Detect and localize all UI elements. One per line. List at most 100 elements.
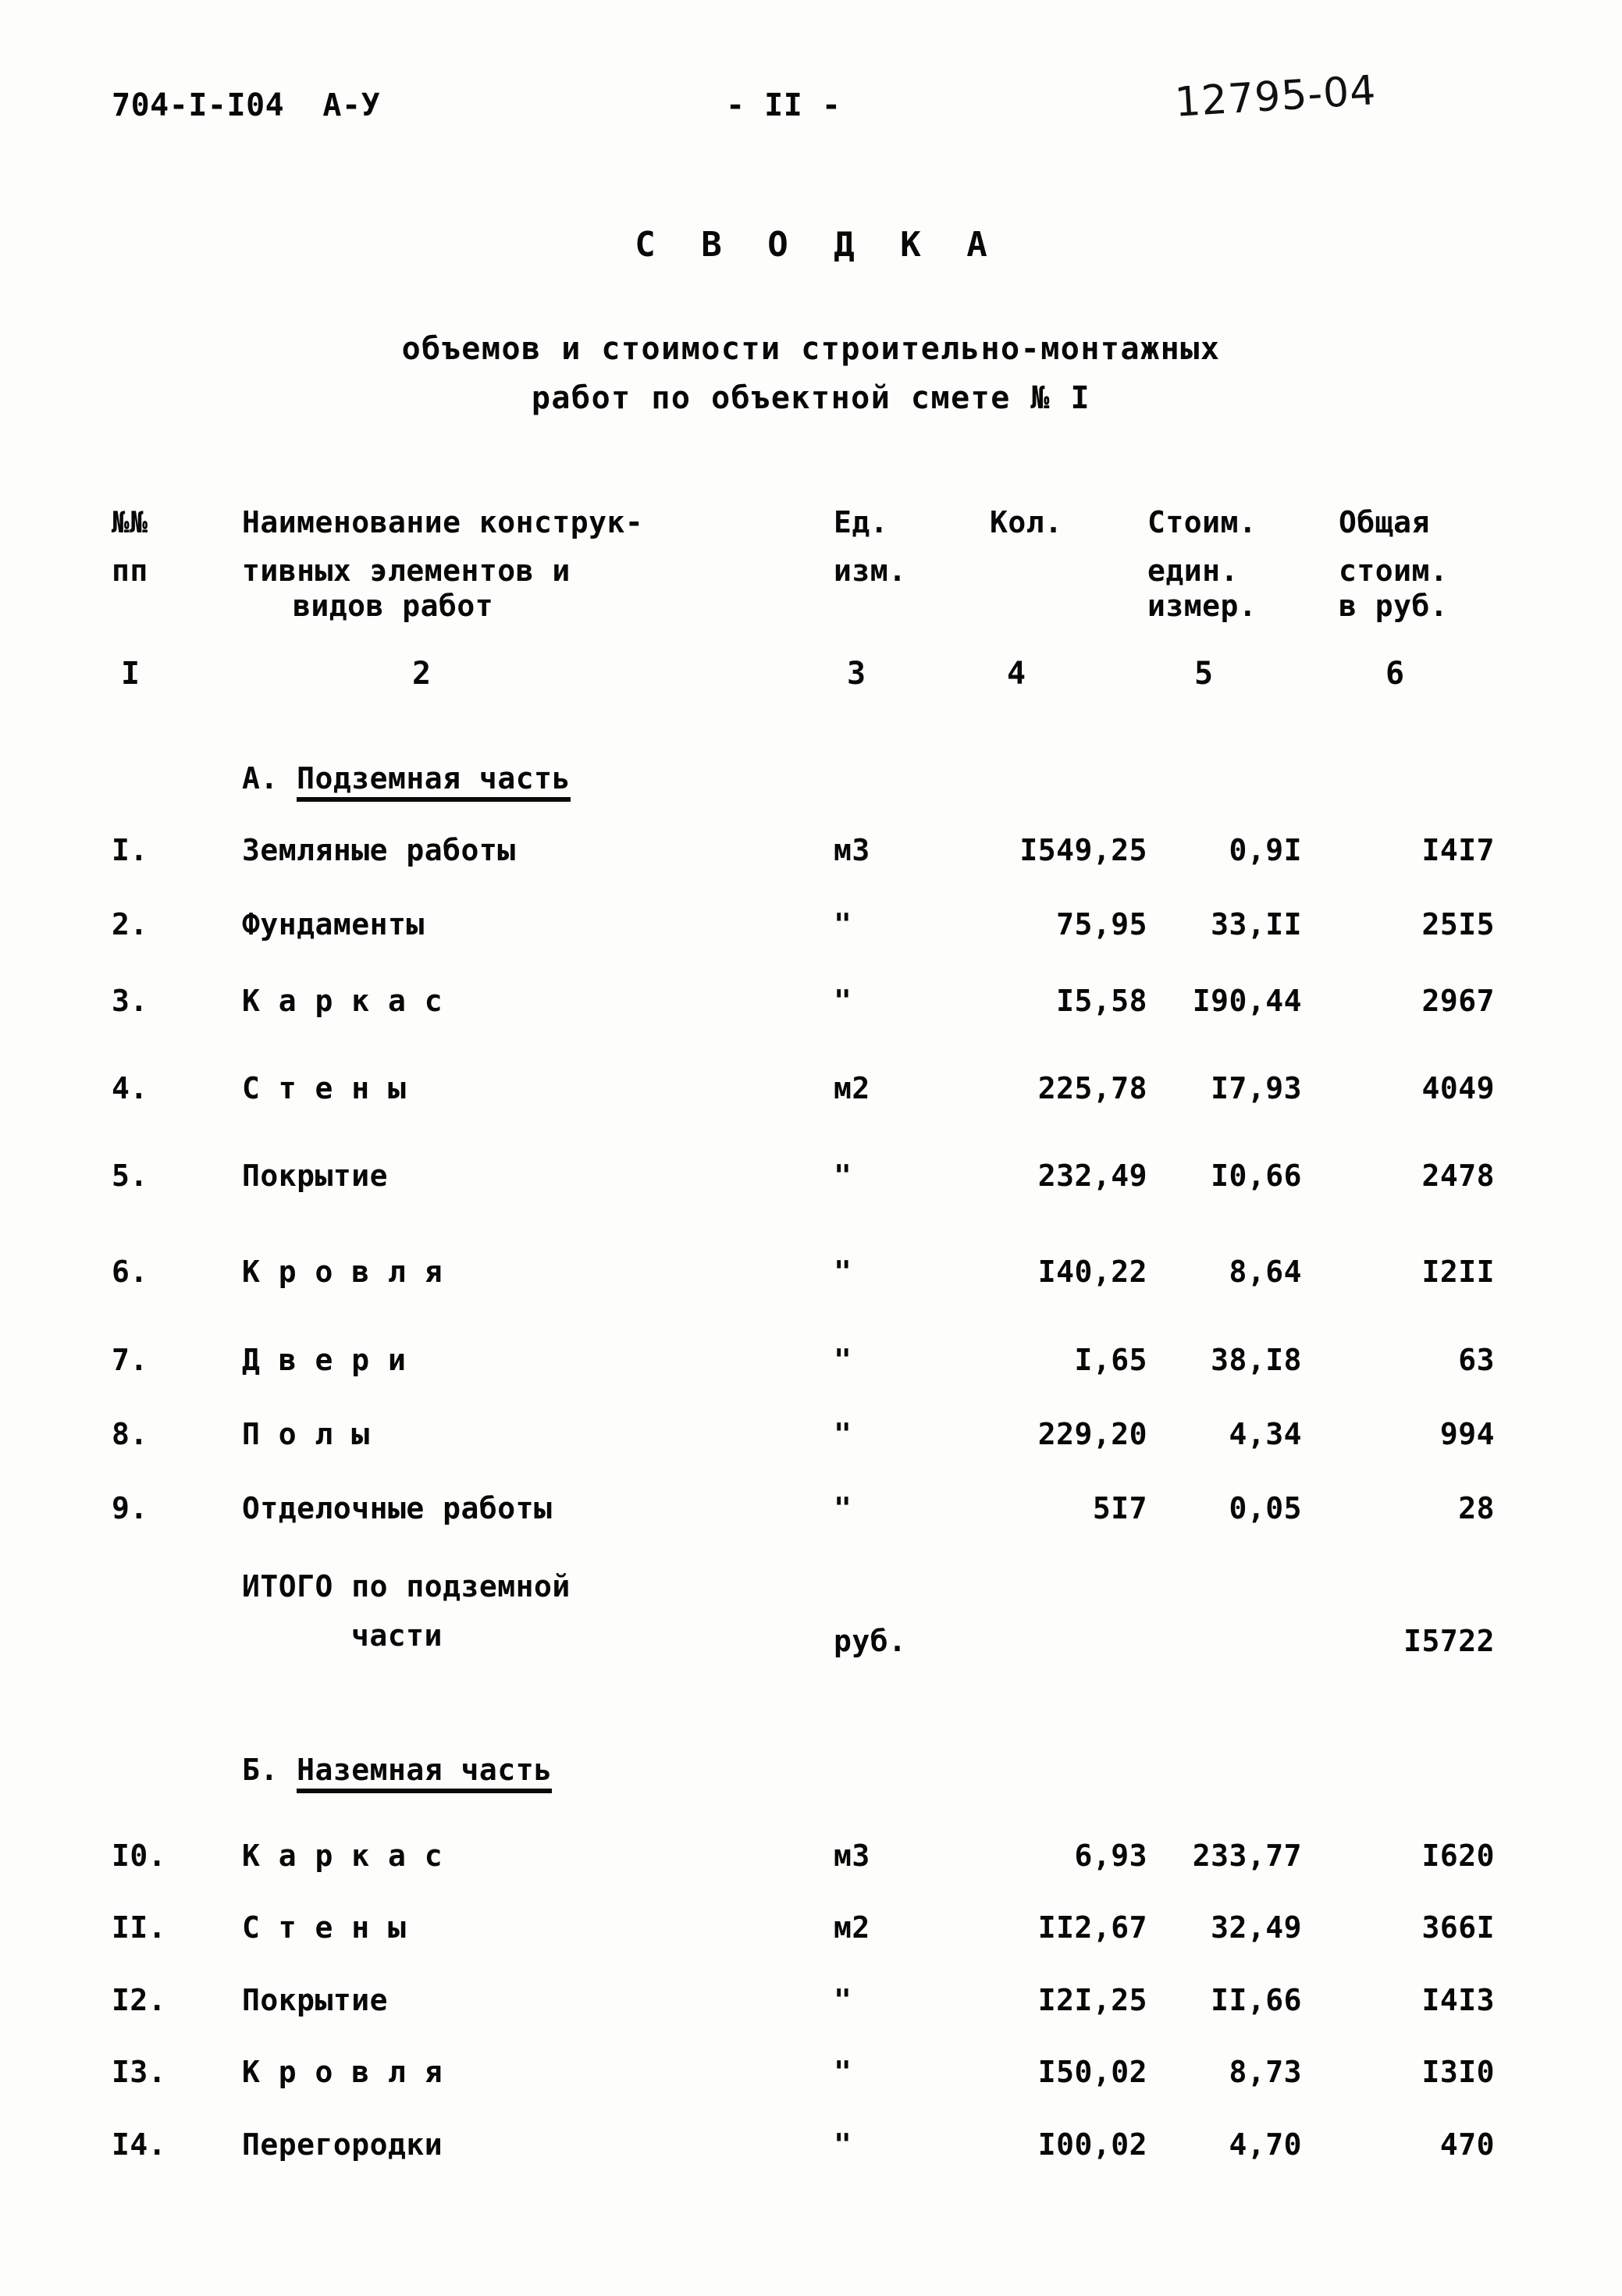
- section-a-title: Подземная часть: [297, 761, 571, 802]
- row-unit-price: 32,49: [1211, 1910, 1302, 1945]
- header-col6-line1: Общая: [1339, 505, 1430, 539]
- column-number-2: 2: [412, 656, 432, 692]
- row-unit: м3: [834, 1839, 870, 1873]
- row-name: С т е н ы: [242, 1910, 407, 1945]
- section-b-title: Наземная часть: [297, 1753, 553, 1793]
- row-unit-price: 33,II: [1211, 907, 1302, 942]
- row-total: I3I0: [1421, 2055, 1495, 2089]
- row-unit-price: I0,66: [1211, 1159, 1302, 1193]
- row-name: Покрытие: [242, 1983, 389, 2017]
- row-number: II.: [112, 1910, 167, 1945]
- row-unit: ": [834, 1491, 852, 1525]
- header-col6-line3: в руб.: [1339, 589, 1449, 623]
- row-name: Покрытие: [242, 1159, 389, 1193]
- page-header: 704-I-I04 A-У - II - 12795-04: [0, 67, 1622, 150]
- header-col2-line3: видов работ: [293, 589, 494, 623]
- row-name: Перегородки: [242, 2127, 443, 2162]
- row-number: 7.: [112, 1343, 148, 1377]
- row-name: Д в е р и: [242, 1343, 407, 1377]
- row-unit: ": [834, 1983, 852, 2017]
- row-unit-price: I90,44: [1192, 984, 1302, 1018]
- row-unit: м2: [834, 1910, 870, 1945]
- row-name: Отделочные работы: [242, 1491, 553, 1525]
- row-number: 5.: [112, 1159, 148, 1193]
- row-quantity: 229,20: [1037, 1417, 1147, 1451]
- row-total: I4I3: [1421, 1983, 1495, 2017]
- header-col5-line3: измер.: [1147, 589, 1257, 623]
- row-number: I.: [112, 833, 148, 867]
- page-title: С В О Д К А: [635, 225, 1000, 265]
- row-number: I4.: [112, 2127, 167, 2162]
- row-name: С т е н ы: [242, 1071, 407, 1105]
- row-unit-price: II,66: [1211, 1983, 1302, 2017]
- row-unit: ": [834, 2127, 852, 2162]
- page-number: - II -: [726, 87, 841, 123]
- row-quantity: 75,95: [1056, 907, 1147, 942]
- row-total: 28: [1458, 1491, 1495, 1525]
- section-a-label: А.: [242, 761, 279, 796]
- table-rule-middle: [112, 634, 1517, 642]
- subtitle-line-2: работ по объектной смете № I: [531, 380, 1091, 416]
- column-number-5: 5: [1194, 656, 1214, 692]
- row-name: К р о в л я: [242, 2055, 443, 2089]
- row-number: 2.: [112, 907, 148, 942]
- subtotal-label-line-1: ИТОГО по подземной: [242, 1569, 571, 1604]
- table-rule-top: [112, 471, 1517, 479]
- row-total: I2II: [1421, 1255, 1495, 1289]
- row-quantity: 5I7: [1092, 1491, 1147, 1525]
- handwritten-stamp: 12795-04: [1173, 67, 1378, 126]
- column-number-3: 3: [847, 656, 866, 692]
- row-name: Фундаменты: [242, 907, 425, 942]
- row-unit-price: 38,I8: [1211, 1343, 1302, 1377]
- row-total: 4049: [1421, 1071, 1495, 1105]
- row-quantity: II2,67: [1037, 1910, 1147, 1945]
- row-quantity: I00,02: [1037, 2127, 1147, 2162]
- column-number-1: I: [121, 656, 141, 692]
- row-unit: ": [834, 1343, 852, 1377]
- row-name: К а р к а с: [242, 984, 443, 1018]
- table-rule-bottom: [112, 705, 1517, 713]
- row-quantity: 6,93: [1074, 1839, 1147, 1873]
- row-quantity: 232,49: [1037, 1159, 1147, 1193]
- row-unit-price: 4,34: [1229, 1417, 1302, 1451]
- section-heading-b: Б. Наземная часть: [242, 1753, 553, 1793]
- row-unit-price: 8,64: [1229, 1255, 1302, 1289]
- row-unit: м3: [834, 833, 870, 867]
- section-heading-a: А. Подземная часть: [242, 761, 571, 802]
- row-number: 4.: [112, 1071, 148, 1105]
- row-unit: ": [834, 2055, 852, 2089]
- row-name: Земляные работы: [242, 833, 516, 867]
- row-quantity: I50,02: [1037, 2055, 1147, 2089]
- row-number: I2.: [112, 1983, 167, 2017]
- column-number-6: 6: [1385, 656, 1405, 692]
- row-number: 3.: [112, 984, 148, 1018]
- header-col1-line1: №№: [112, 505, 148, 539]
- row-number: 9.: [112, 1491, 148, 1525]
- header-col2-line2: тивных элементов и: [242, 554, 571, 588]
- subtotal-label-line-2: части: [351, 1618, 443, 1653]
- header-col6-line2: стоим.: [1339, 554, 1449, 588]
- header-col5-line2: един.: [1147, 554, 1239, 588]
- row-unit: ": [834, 984, 852, 1018]
- row-quantity: I40,22: [1037, 1255, 1147, 1289]
- row-unit-price: 4,70: [1229, 2127, 1302, 2162]
- header-col1-line2: пп: [112, 554, 148, 588]
- row-total: 470: [1439, 2127, 1495, 2162]
- section-b-label: Б.: [242, 1753, 279, 1787]
- row-total: I4I7: [1421, 833, 1495, 867]
- row-quantity: I5,58: [1056, 984, 1147, 1018]
- header-col3-line1: Ед.: [834, 505, 889, 539]
- header-col4-line1: Кол.: [990, 505, 1063, 539]
- row-unit-price: I7,93: [1211, 1071, 1302, 1105]
- row-quantity: I2I,25: [1037, 1983, 1147, 2017]
- row-unit-price: 8,73: [1229, 2055, 1302, 2089]
- row-unit-price: 0,9I: [1229, 833, 1302, 867]
- row-unit-price: 0,05: [1229, 1491, 1302, 1525]
- subtotal-total: I5722: [1403, 1624, 1495, 1658]
- row-total: 2478: [1421, 1159, 1495, 1193]
- header-col2-line1: Наименование конструк-: [242, 505, 644, 539]
- row-name: К а р к а с: [242, 1839, 443, 1873]
- row-number: 6.: [112, 1255, 148, 1289]
- row-name: П о л ы: [242, 1417, 370, 1451]
